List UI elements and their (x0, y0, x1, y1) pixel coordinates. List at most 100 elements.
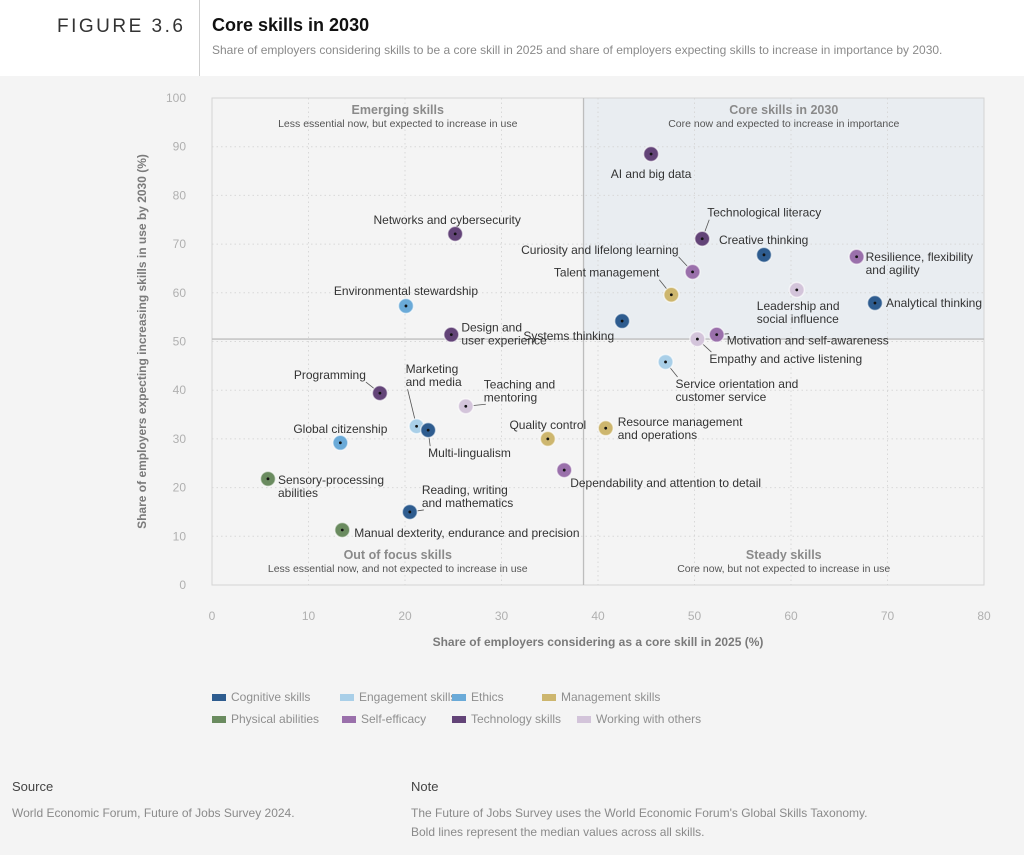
data-label-line: Systems thinking (523, 329, 614, 343)
x-tick-label: 0 (209, 609, 216, 623)
data-point-center (426, 428, 430, 432)
legend-item: Physical abilities (212, 712, 319, 726)
data-label-line: Manual dexterity, endurance and precisio… (354, 526, 579, 540)
legend-swatch (577, 715, 591, 723)
legend-swatch (542, 693, 556, 701)
data-label: Programming (294, 368, 366, 382)
legend-item: Self-efficacy (342, 712, 426, 726)
data-point-center (464, 404, 468, 408)
data-point-center (695, 337, 699, 341)
data-label-line: Talent management (554, 266, 660, 280)
note-text: The Future of Jobs Survey uses the World… (411, 804, 867, 842)
data-label: Teaching and mentoring (484, 377, 555, 404)
legend-item: Engagement skills (340, 690, 456, 704)
data-label-line: Environmental stewardship (334, 284, 478, 298)
data-label-line: social influence (757, 312, 839, 326)
data-label-line: Resource management (618, 415, 743, 429)
quadrant-subtitle-out-of-focus: Less essential now, and not expected to … (268, 563, 528, 575)
quadrant-title-out-of-focus: Out of focus skills (344, 548, 452, 562)
y-tick-label: 10 (173, 529, 187, 543)
data-label-line: AI and big data (611, 167, 692, 181)
data-point-center (338, 441, 342, 445)
y-tick-label: 30 (173, 432, 187, 446)
data-label-line: Sensory-processing (278, 473, 384, 487)
data-point-center (691, 270, 694, 274)
plot-border (211, 97, 985, 586)
legend-label: Ethics (471, 690, 504, 704)
legend-swatch (212, 715, 226, 723)
y-tick-label: 100 (166, 91, 186, 105)
x-tick-label: 70 (881, 609, 895, 623)
legend-label: Physical abilities (231, 712, 320, 726)
legend-item: Management skills (542, 690, 660, 704)
data-point-center (562, 468, 566, 472)
data-label: Global citizenship (293, 422, 387, 436)
figure-header: FIGURE 3.6 Core skills in 2030 Share of … (0, 0, 1024, 76)
data-point-center (620, 319, 624, 323)
quadrant-title-core: Core skills in 2030 (729, 103, 838, 117)
x-tick-label: 80 (977, 609, 991, 623)
data-label: Quality control (509, 418, 586, 432)
data-label-line: mentoring (484, 390, 537, 404)
x-tick-label: 40 (591, 609, 605, 623)
core-quadrant-shade (583, 98, 984, 340)
legend-label: Self-efficacy (361, 712, 427, 726)
data-point-center (453, 232, 457, 236)
legend-item: Ethics (452, 690, 504, 704)
y-tick-label: 80 (173, 188, 187, 202)
note-line: The Future of Jobs Survey uses the World… (411, 806, 868, 820)
quadrant-title-emerging: Emerging skills (352, 103, 444, 117)
data-label: Service orientation and customer service (676, 377, 799, 404)
x-tick-label: 60 (784, 609, 798, 623)
data-label: Reading, writing and mathematics (422, 483, 513, 510)
x-tick-label: 20 (398, 609, 412, 623)
data-point-center (415, 424, 418, 428)
data-label: Creative thinking (719, 233, 808, 247)
data-label-line: Quality control (509, 418, 586, 432)
data-label-line: Curiosity and lifelong learning (521, 243, 678, 257)
y-tick-label: 0 (179, 578, 186, 592)
data-label: Manual dexterity, endurance and precisio… (354, 526, 579, 540)
legend-label: Technology skills (471, 712, 562, 726)
data-point-center (795, 288, 799, 292)
data-label-line: Multi-lingualism (428, 446, 511, 460)
data-label-line: Global citizenship (293, 422, 387, 436)
data-label-line: Leadership and (757, 299, 840, 313)
data-point-center (404, 304, 408, 308)
data-point-center (604, 426, 608, 430)
y-tick-label: 70 (173, 237, 187, 251)
y-tick-label: 40 (173, 383, 187, 397)
data-point-center (669, 293, 673, 297)
y-tick-label: 20 (173, 481, 187, 495)
data-label: Analytical thinking (886, 296, 982, 310)
data-label: Environmental stewardship (334, 284, 478, 298)
x-tick-label: 30 (495, 609, 509, 623)
data-point-center (715, 333, 719, 337)
data-label-line: Technological literacy (707, 206, 821, 220)
x-tick-label: 50 (688, 609, 702, 623)
source-text: World Economic Forum, Future of Jobs Sur… (12, 806, 295, 820)
data-label: Empathy and active listening (709, 352, 862, 366)
quadrant-subtitle-steady: Core now, but not expected to increase i… (677, 563, 890, 575)
data-label: Networks and cybersecurity (373, 213, 520, 227)
data-label: Curiosity and lifelong learning (521, 243, 678, 257)
data-label-line: Reading, writing (422, 483, 508, 497)
data-label-line: Teaching and (484, 377, 555, 391)
data-point-center (873, 301, 877, 305)
data-label-line: abilities (278, 486, 318, 500)
data-point-center (664, 360, 667, 364)
quadrant-subtitle-emerging: Less essential now, but expected to incr… (278, 118, 517, 130)
legend-label: Management skills (561, 690, 661, 704)
data-point-center (449, 333, 453, 337)
data-label: Dependability and attention to detail (570, 476, 761, 490)
quadrant-subtitle-core: Core now and expected to increase in imp… (668, 118, 899, 130)
data-label-line: and agility (866, 263, 920, 277)
note-label: Note (411, 779, 439, 794)
data-label-line: Marketing (406, 362, 459, 376)
data-label-line: and mathematics (422, 496, 513, 510)
data-label-line: Dependability and attention to detail (570, 476, 761, 490)
data-label: Talent management (554, 266, 660, 280)
data-label-line: Design and (461, 321, 522, 335)
data-label: Sensory-processing abilities (278, 473, 384, 500)
data-point-center (340, 528, 344, 532)
